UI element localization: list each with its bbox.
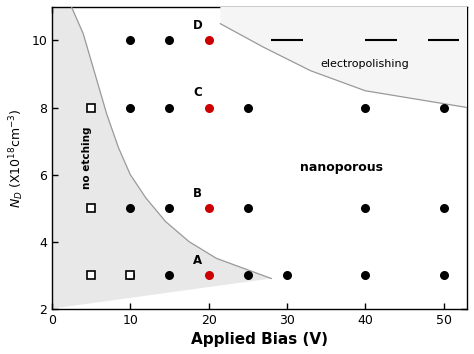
Text: nanoporous: nanoporous bbox=[300, 161, 383, 175]
Polygon shape bbox=[72, 7, 467, 279]
Text: A: A bbox=[193, 254, 202, 267]
Text: B: B bbox=[193, 187, 202, 200]
Text: no etching: no etching bbox=[82, 126, 92, 189]
Polygon shape bbox=[220, 7, 467, 108]
Text: D: D bbox=[192, 19, 202, 32]
Text: C: C bbox=[193, 86, 202, 99]
Polygon shape bbox=[52, 7, 271, 309]
X-axis label: Applied Bias (V): Applied Bias (V) bbox=[191, 332, 328, 347]
Text: electropolishing: electropolishing bbox=[321, 59, 410, 69]
Y-axis label: $N_D\ (\mathsf{X10^{18}cm^{-3}})$: $N_D\ (\mathsf{X10^{18}cm^{-3}})$ bbox=[7, 108, 26, 208]
